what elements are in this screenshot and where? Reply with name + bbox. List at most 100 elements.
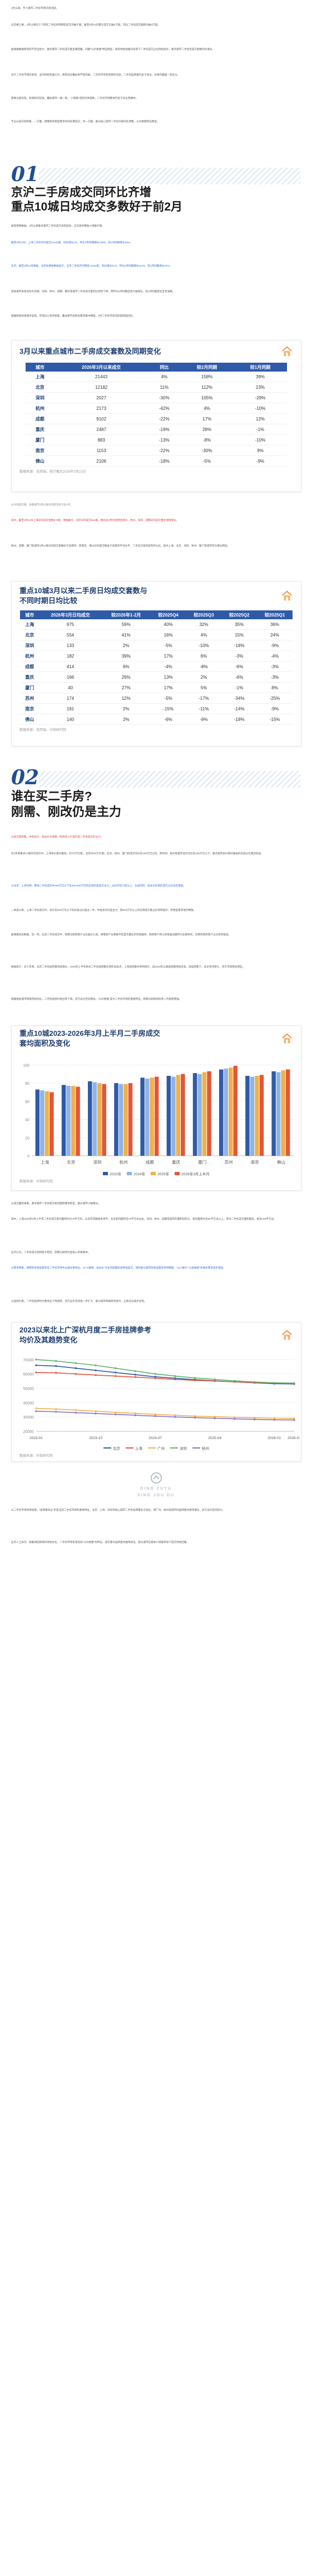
intro-paragraph-6: 不过从成交结构看，一方面，刚需和改善型需求共同支撑成交；另一方面，部分核心城市二… bbox=[11, 120, 160, 123]
table-cell-value: 9% bbox=[234, 445, 287, 456]
data-point bbox=[273, 1417, 275, 1420]
bar bbox=[150, 1077, 154, 1156]
table-cell-value: 41% bbox=[101, 629, 151, 640]
table-cell-value: -30% bbox=[148, 392, 181, 403]
legend-label: 杭州 bbox=[202, 1447, 209, 1451]
bar bbox=[145, 1078, 150, 1156]
section-number-01: 01 bbox=[11, 163, 39, 186]
bar bbox=[66, 1086, 71, 1156]
table-row: 北京 554 41% 16% 4% 15% 24% bbox=[20, 629, 293, 640]
table-cell-value: 32% bbox=[186, 619, 222, 630]
chart-2-card: 2023以来北上广深杭月度二手房挂牌参考 均价及其趋势变化 20000 30000… bbox=[11, 1322, 301, 1462]
x-tick-label: 2024-07 bbox=[148, 1436, 162, 1440]
section-2b-paragraph-3: 业内认为，二手房成交结构趋于稳定，刚需与刚改仍是核心买家群体。 bbox=[11, 1251, 91, 1254]
section-1-paragraph-4: 其他城市表现亦较为亮眼，深圳、杭州、成都、重庆等城市二手房成交量同比有所下降，而… bbox=[11, 290, 175, 293]
data-point bbox=[55, 1411, 57, 1413]
section-divider-stripes bbox=[39, 168, 300, 184]
bar bbox=[281, 1070, 285, 1156]
data-point bbox=[293, 1417, 295, 1420]
table-row: 佛山 2106 -18% -5% -9% bbox=[26, 455, 287, 467]
table-cell-value: -18% bbox=[148, 455, 181, 467]
section-divider-stripes bbox=[39, 771, 300, 788]
bar bbox=[114, 1083, 118, 1156]
data-point bbox=[35, 1371, 37, 1374]
table-cell-value: 9102 bbox=[54, 413, 148, 424]
table-cell-city: 上海 bbox=[26, 372, 55, 382]
data-point bbox=[293, 1382, 295, 1384]
section-1-paragraph-2: 截至3月22日，上海二手房月内成交21443套，同比增长4%，环比2月同期增长1… bbox=[11, 241, 133, 244]
table-row: 南京 1153 -22% -30% 9% bbox=[26, 445, 287, 456]
legend-swatch bbox=[127, 1172, 132, 1175]
table-cell-value: 174 bbox=[39, 693, 102, 704]
data-point bbox=[35, 1364, 37, 1366]
table-cell-city: 上海 bbox=[20, 619, 39, 630]
bar bbox=[61, 1085, 66, 1156]
x-tick-label: 北京 bbox=[67, 1159, 75, 1165]
data-point bbox=[35, 1410, 37, 1412]
table-cell-city: 深圳 bbox=[26, 392, 55, 403]
legend-item: 上海 bbox=[126, 1445, 142, 1451]
section-number-02: 02 bbox=[11, 766, 39, 789]
y-tick-label: 70000 bbox=[23, 1359, 34, 1362]
table-cell-value: -9% bbox=[257, 703, 293, 714]
bar bbox=[71, 1086, 76, 1156]
table-cell-value: 27% bbox=[101, 682, 151, 693]
legend-swatch bbox=[170, 1447, 178, 1449]
table-row: 杭州 182 39% 17% 6% -3% -4% bbox=[20, 650, 293, 661]
table-cell-value: -15% bbox=[257, 714, 293, 725]
data-point bbox=[273, 1419, 275, 1421]
table-cell-value: 182 bbox=[39, 650, 102, 661]
table-1-body: 上海 21443 4% 158% 39% 北京 12182 11% 112% 23% 深圳 2027-… bbox=[26, 372, 287, 467]
x-tick-label: 杭州 bbox=[120, 1159, 128, 1165]
legend-label: 2025年 bbox=[157, 1172, 170, 1176]
chart-1-card: 重点10城2023-2026年3月上半月二手房成交 套均面积及变化 0 20 40 6… bbox=[11, 1025, 301, 1191]
table-cell-city: 成都 bbox=[20, 661, 39, 672]
bar bbox=[92, 1082, 97, 1156]
table-cell-value: 15% bbox=[221, 629, 257, 640]
bar bbox=[123, 1084, 128, 1156]
data-point bbox=[174, 1414, 176, 1416]
data-point bbox=[95, 1410, 97, 1412]
table-cell-city: 北京 bbox=[26, 382, 55, 393]
table-row: 北京 12182 11% 112% 23% bbox=[26, 382, 287, 393]
table-2-card: 重点10城3月以来二手房日均成交套数与 不同时期日均比较 城市 2026年3月日均… bbox=[11, 581, 301, 746]
data-point bbox=[115, 1413, 117, 1416]
section-1-title-line-2: 重点10城日均成交多数好于前2月 bbox=[11, 201, 183, 213]
legend-item: 2024年 bbox=[127, 1171, 145, 1176]
data-point bbox=[75, 1409, 77, 1411]
chart-1-source: 数据来源：中指研究院 bbox=[19, 1180, 53, 1184]
table-cell-city: 北京 bbox=[20, 629, 39, 640]
house-icon bbox=[282, 1330, 292, 1340]
legend-item: 杭州 bbox=[192, 1445, 209, 1451]
data-point bbox=[154, 1377, 156, 1380]
table-cell-value: 16% bbox=[150, 629, 186, 640]
table-cell-value: -6% bbox=[221, 661, 257, 672]
data-point bbox=[134, 1414, 137, 1416]
chart-1-legend: 2023年 2024年 2025年 2026年3月上半月 bbox=[12, 1171, 301, 1176]
data-point bbox=[75, 1373, 77, 1375]
table-cell-value: -5% bbox=[150, 693, 186, 704]
data-point bbox=[75, 1411, 77, 1414]
legend-swatch bbox=[175, 1172, 180, 1175]
table-1-card: 3月以来重点城市二手房成交套数及同期变化 城市 2026年3月以来成交 同比 较2月同… bbox=[11, 340, 301, 492]
section-2b-paragraph-2: 其中，上海2026年3月上半月二手房成交套均面积约为70平方米，与去年同期基本持… bbox=[11, 1217, 276, 1220]
table-cell-value: 12182 bbox=[54, 382, 148, 393]
table-cell-value: 554 bbox=[39, 629, 102, 640]
table-cell-value: 133 bbox=[39, 640, 102, 651]
table-cell-value: 17% bbox=[150, 650, 186, 661]
chart-2-line-chart: 20000 30000 40000 50000 60000 70000 2023-01 202… bbox=[23, 1359, 301, 1440]
t2-header-cell: 较2025Q4 bbox=[150, 610, 186, 619]
table-cell-value: 158% bbox=[180, 372, 234, 382]
table-cell-value: -18% bbox=[221, 714, 257, 725]
chart-2-title-line-2: 均价及其趋势变化 bbox=[19, 1336, 78, 1344]
intro-paragraph-2: 北京楼上楼，3月以来的三个周末二手房单周网签成交均破千套，截至3月22日累计成交… bbox=[11, 23, 160, 26]
data-point bbox=[95, 1369, 97, 1371]
data-point bbox=[95, 1374, 97, 1376]
section-1b-paragraph-3: 杭州、成都、厦门等城市3月以来日均成交套数好于前两月，而南京、佛山日均成交略低于… bbox=[11, 544, 230, 547]
legend-swatch bbox=[192, 1447, 200, 1449]
table-row: 深圳 2027 -30% 105% -29% bbox=[26, 392, 287, 403]
table-cell-value: 2% bbox=[186, 671, 222, 683]
footer-brand-line-2: XING JOU DU bbox=[137, 1494, 175, 1497]
t2-header-cell: 较2025Q1 bbox=[257, 610, 293, 619]
